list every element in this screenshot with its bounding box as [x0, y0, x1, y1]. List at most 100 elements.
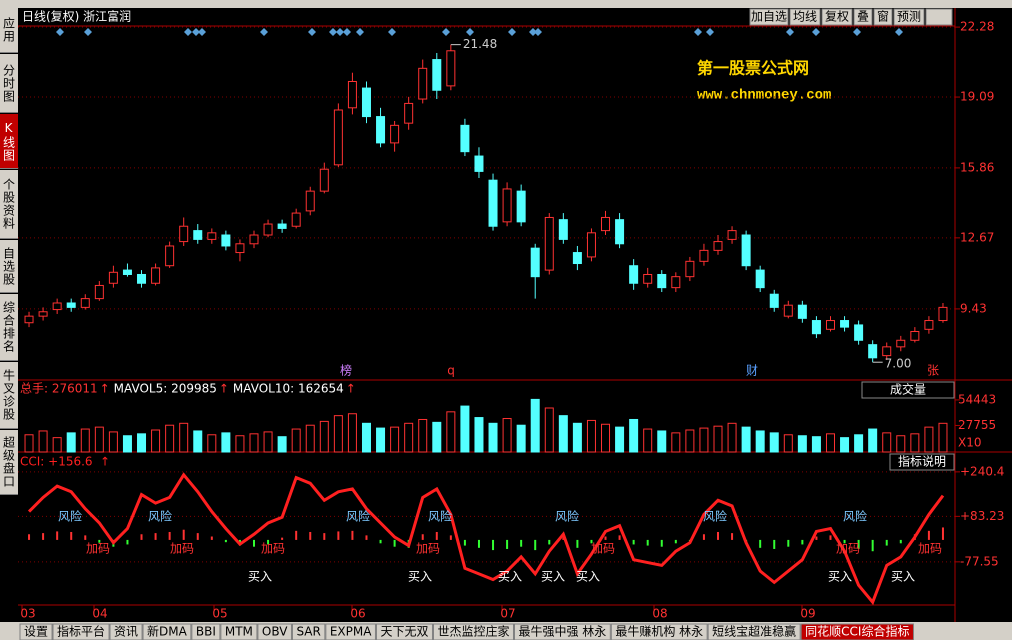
signal-diamond: [786, 28, 794, 36]
low-label: 7.00: [885, 357, 912, 371]
volume-bar: [643, 428, 653, 453]
candle-body: [741, 234, 751, 267]
candle-body: [769, 293, 779, 308]
volume-bar: [24, 434, 34, 453]
volume-bar: [741, 426, 751, 453]
bottom-tab[interactable]: [220, 623, 258, 640]
toolbar-button[interactable]: [749, 8, 789, 26]
signal-bar: [393, 539, 396, 547]
signal-diamond: [329, 28, 337, 36]
signal-bar: [702, 534, 705, 540]
signal-bar: [773, 539, 776, 549]
bottom-tab[interactable]: [325, 623, 376, 640]
bottom-tab[interactable]: [52, 623, 110, 640]
candle-body: [910, 331, 920, 341]
bottom-tab-label: 短线宝超准稳赢: [712, 624, 796, 639]
volume-bar: [361, 422, 371, 453]
candle-body: [840, 320, 850, 328]
volume-bar: [896, 435, 906, 453]
signal-bar: [210, 536, 213, 540]
sidebar-tab[interactable]: K线图: [0, 114, 18, 169]
y-tick-label: +240.4: [960, 464, 1004, 478]
signal-annotation: 买入: [891, 570, 915, 584]
signal-diamond: [336, 28, 344, 36]
panel-button-label[interactable]: 指标说明: [898, 454, 946, 469]
volume-bar: [80, 428, 90, 453]
bottom-tab[interactable]: [610, 623, 708, 640]
candle-body: [446, 50, 456, 87]
toolbar-button[interactable]: [853, 8, 873, 26]
volume-bar: [235, 435, 245, 453]
sidebar-tab[interactable]: 个股资料: [0, 170, 18, 239]
volume-bar: [122, 435, 132, 453]
volume-bar: [151, 429, 161, 453]
bottom-tab[interactable]: [19, 623, 53, 640]
x-tick-label: 08: [652, 607, 667, 621]
sidebar-tab[interactable]: 自选股: [0, 240, 18, 293]
sidebar-tab[interactable]: 应用: [0, 8, 18, 53]
volume-bar: [615, 426, 625, 453]
bottom-tab[interactable]: [142, 623, 192, 640]
x-tick-label: 09: [800, 607, 815, 621]
bottom-tab[interactable]: [800, 623, 914, 640]
signal-bar: [126, 539, 129, 545]
candle-body: [80, 298, 90, 308]
signal-bar: [28, 534, 31, 540]
signal-diamond: [895, 28, 903, 36]
y-tick-label: 12.67: [960, 230, 994, 244]
signal-diamond: [529, 28, 537, 36]
signal-bar: [829, 535, 832, 540]
sidebar-tab[interactable]: 超级盘口: [0, 430, 18, 495]
candle-body: [221, 234, 231, 247]
signal-annotation: 风险: [58, 509, 82, 524]
signal-bar: [449, 535, 452, 540]
bottom-tab[interactable]: [191, 623, 221, 640]
toolbar-button[interactable]: [873, 8, 893, 26]
volume-bar: [52, 437, 62, 453]
candle-body: [938, 306, 948, 322]
signal-bar: [646, 539, 649, 546]
toolbar-button[interactable]: [789, 8, 821, 26]
signal-bar: [42, 533, 45, 540]
x-tick-label: 03: [20, 607, 35, 621]
x-tick-label: 04: [92, 607, 107, 621]
candle-body: [460, 124, 470, 153]
volume-bar: [460, 405, 470, 453]
volume-bar: [769, 432, 779, 453]
sidebar-tab[interactable]: 分时图: [0, 54, 18, 113]
candle-body: [277, 223, 287, 229]
signal-bar: [604, 536, 607, 540]
panel-button[interactable]: [861, 381, 955, 399]
toolbar-button[interactable]: [893, 8, 925, 26]
bottom-tab[interactable]: [109, 623, 143, 640]
signal-bar: [857, 539, 860, 549]
volume-bar: [713, 425, 723, 453]
volume-bar: [404, 422, 414, 453]
up-arrow: ↑: [346, 382, 356, 396]
y-tick-label: 15.86: [960, 160, 994, 174]
bottom-tab[interactable]: [432, 623, 514, 640]
panel-button-label[interactable]: 成交量: [890, 382, 926, 397]
signal-bar: [154, 533, 157, 540]
candle-body: [165, 245, 175, 267]
signal-annotation: 买入: [408, 570, 432, 584]
signal-bar: [309, 531, 312, 540]
sidebar-tab[interactable]: 牛叉诊股: [0, 362, 18, 429]
bottom-tab[interactable]: [291, 623, 326, 640]
signal-bar: [871, 539, 874, 552]
candle-body: [601, 216, 611, 232]
signal-bar: [618, 535, 621, 540]
toolbar-button[interactable]: [821, 8, 853, 26]
sidebar-tab[interactable]: 综合排名: [0, 294, 18, 361]
signal-bar: [337, 531, 340, 540]
bottom-tab[interactable]: [707, 623, 801, 640]
volume-bar: [685, 429, 695, 453]
candle-body: [24, 315, 34, 324]
bottom-tab[interactable]: [513, 623, 611, 640]
bottom-tab[interactable]: [257, 623, 292, 640]
signal-annotation: 加码: [261, 542, 285, 556]
bottom-tab[interactable]: [375, 623, 433, 640]
panel-button[interactable]: [889, 453, 955, 471]
